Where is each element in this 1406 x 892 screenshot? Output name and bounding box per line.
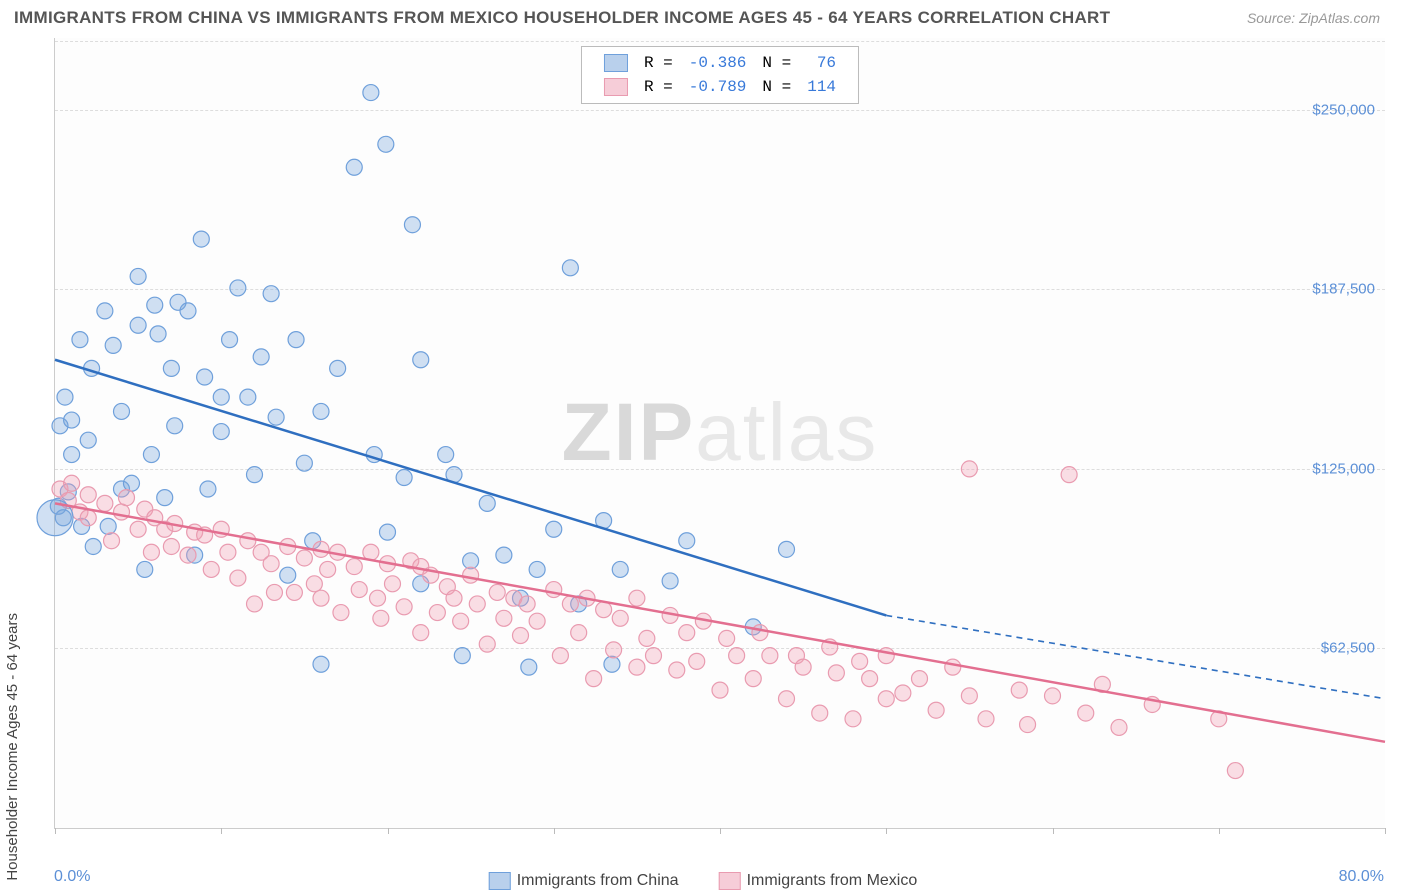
legend-item-mexico: Immigrants from Mexico (719, 872, 918, 890)
swatch-icon (489, 872, 511, 890)
x-axis-end: 80.0% (1339, 868, 1384, 886)
swatch-china (604, 54, 628, 72)
chart-container: IMMIGRANTS FROM CHINA VS IMMIGRANTS FROM… (0, 0, 1406, 892)
swatch-icon (719, 872, 741, 890)
y-axis-label: Householder Income Ages 45 - 64 years (4, 345, 21, 613)
legend-row-mexico: R = -0.789 N = 114 (596, 75, 844, 99)
x-axis-start: 0.0% (54, 868, 90, 886)
legend-item-china: Immigrants from China (489, 872, 679, 890)
legend-row-china: R = -0.386 N = 76 (596, 51, 844, 75)
swatch-mexico (604, 78, 628, 96)
source-label: Source: ZipAtlas.com (1247, 10, 1380, 26)
series-legend: Immigrants from China Immigrants from Me… (489, 872, 918, 890)
correlation-legend: R = -0.386 N = 76 R = -0.789 N = 114 (581, 46, 859, 104)
chart-title: IMMIGRANTS FROM CHINA VS IMMIGRANTS FROM… (14, 8, 1110, 28)
scatter-svg (55, 38, 1385, 828)
r-value-china: -0.386 (681, 51, 755, 75)
n-value-mexico: 114 (799, 75, 844, 99)
r-value-mexico: -0.789 (681, 75, 755, 99)
n-value-china: 76 (799, 51, 844, 75)
plot-area: ZIPatlas $62,500$125,000$187,500$250,000… (54, 38, 1385, 829)
